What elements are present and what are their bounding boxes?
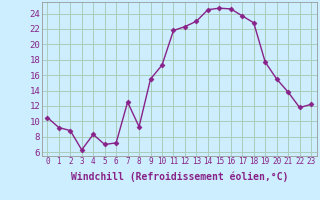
X-axis label: Windchill (Refroidissement éolien,°C): Windchill (Refroidissement éolien,°C) — [70, 172, 288, 182]
